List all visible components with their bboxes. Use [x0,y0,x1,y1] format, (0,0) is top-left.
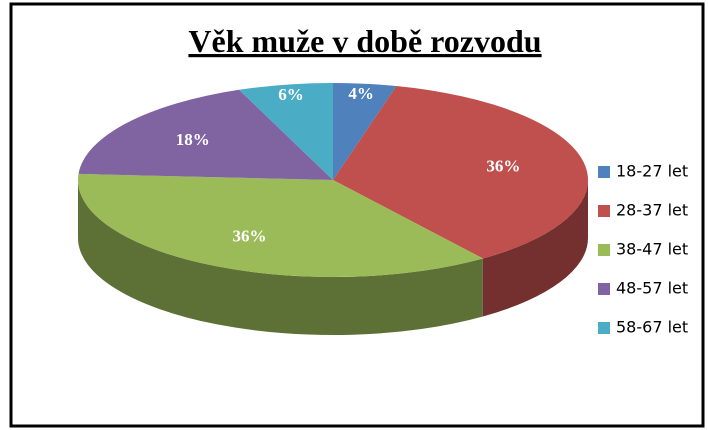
slice [78,89,334,180]
legend-label: 48-57 let [616,279,688,298]
slice-side [78,180,483,336]
slice [78,173,483,277]
data-label: 36% [232,227,266,246]
legend-swatch [598,322,610,334]
legend-label: 18-27 let [616,162,688,181]
slice-side [482,180,588,317]
slice [239,83,333,180]
legend-label: 28-37 let [616,201,688,220]
legend-swatch [598,166,610,178]
legend-swatch [598,205,610,217]
legend-label: 58-67 let [616,318,688,337]
chart-title: Věk muže v době rozvodu [188,23,541,59]
legend-swatch [598,283,610,295]
data-label: 18% [176,130,210,149]
legend-swatch [598,244,610,256]
legend-label: 38-47 let [616,240,688,259]
slice [333,86,589,259]
data-label: 4% [348,84,374,103]
slice [333,83,397,180]
data-label: 36% [486,157,520,176]
data-label: 6% [278,85,304,104]
